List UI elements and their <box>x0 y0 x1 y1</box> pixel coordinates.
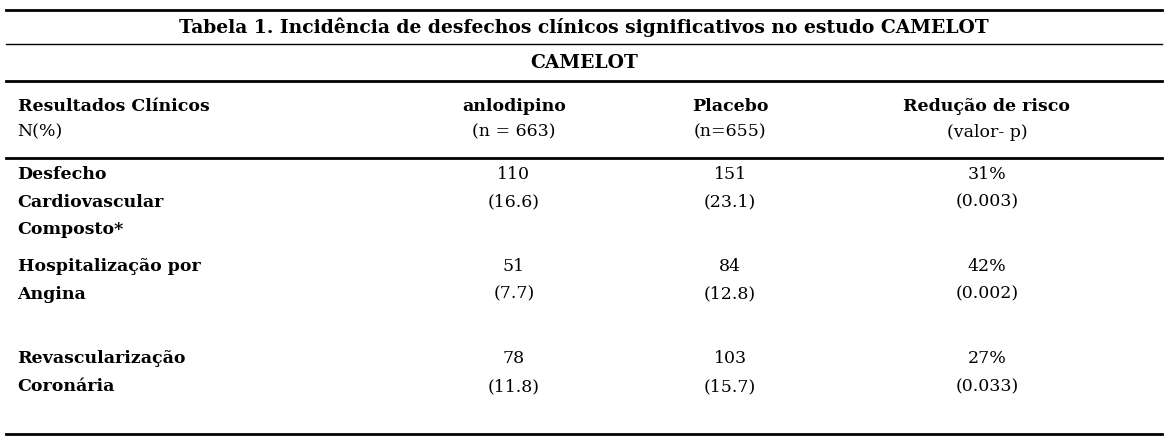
Text: CAMELOT: CAMELOT <box>530 54 638 71</box>
Text: (0.033): (0.033) <box>955 378 1018 395</box>
Text: 84: 84 <box>719 258 741 275</box>
Text: 51: 51 <box>503 258 524 275</box>
Text: 151: 151 <box>714 166 746 183</box>
Text: (16.6): (16.6) <box>488 194 540 210</box>
Text: Composto*: Composto* <box>18 221 124 238</box>
Text: Coronária: Coronária <box>18 378 114 395</box>
Text: Cardiovascular: Cardiovascular <box>18 194 164 210</box>
Text: (0.002): (0.002) <box>955 286 1018 303</box>
Text: Redução de risco: Redução de risco <box>904 98 1070 115</box>
Text: (7.7): (7.7) <box>493 286 535 303</box>
Text: 42%: 42% <box>967 258 1007 275</box>
Text: Desfecho: Desfecho <box>18 166 107 183</box>
Text: (23.1): (23.1) <box>704 194 756 210</box>
Text: Resultados Clínicos: Resultados Clínicos <box>18 98 209 115</box>
Text: 103: 103 <box>714 350 746 367</box>
Text: 31%: 31% <box>967 166 1007 183</box>
Text: 110: 110 <box>498 166 530 183</box>
Text: Angina: Angina <box>18 286 86 303</box>
Text: N(%): N(%) <box>18 123 63 140</box>
Text: anlodipino: anlodipino <box>463 98 565 115</box>
Text: (12.8): (12.8) <box>704 286 756 303</box>
Text: Placebo: Placebo <box>691 98 769 115</box>
Text: (valor- p): (valor- p) <box>946 123 1028 140</box>
Text: (0.003): (0.003) <box>955 194 1018 210</box>
Text: (n = 663): (n = 663) <box>472 123 556 140</box>
Text: Hospitalização por: Hospitalização por <box>18 258 200 275</box>
Text: Tabela 1. Incidência de desfechos clínicos significativos no estudo CAMELOT: Tabela 1. Incidência de desfechos clínic… <box>179 17 989 37</box>
Text: (15.7): (15.7) <box>704 378 756 395</box>
Text: Revascularização: Revascularização <box>18 350 186 367</box>
Text: 78: 78 <box>503 350 524 367</box>
Text: (11.8): (11.8) <box>488 378 540 395</box>
Text: 27%: 27% <box>967 350 1007 367</box>
Text: (n=655): (n=655) <box>694 123 766 140</box>
